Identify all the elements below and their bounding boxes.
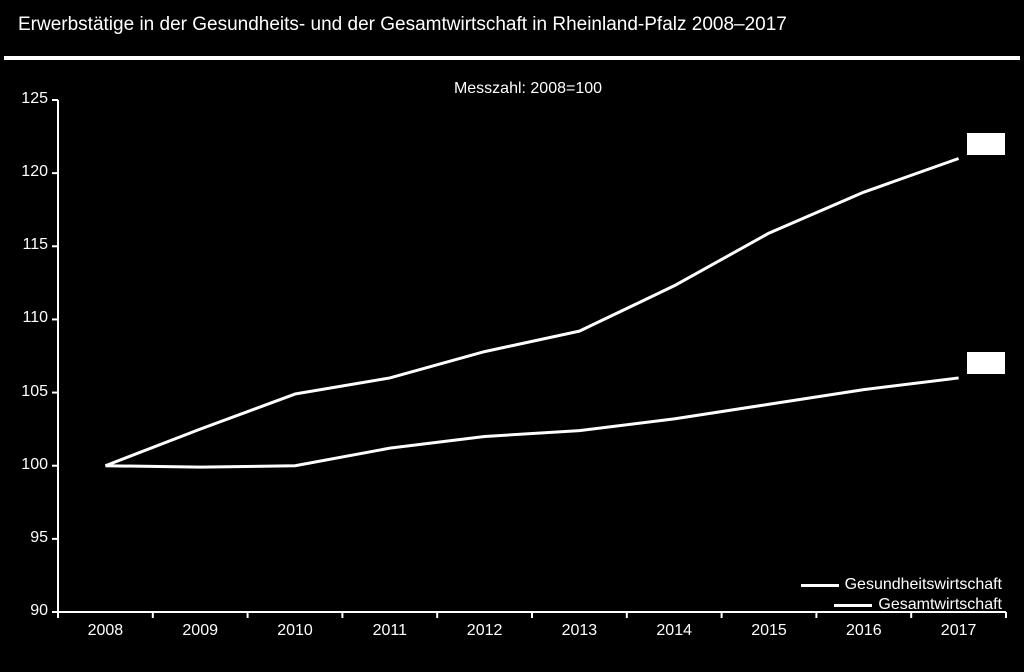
x-tick-label: 2009	[170, 622, 230, 640]
legend-line-icon	[801, 584, 839, 587]
x-tick-label: 2008	[75, 622, 135, 640]
chart-svg	[0, 0, 1024, 672]
legend-item-0: Gesundheitswirtschaft	[801, 576, 1002, 594]
x-tick-label: 2010	[265, 622, 325, 640]
legend-line-icon	[834, 604, 872, 607]
x-tick-label: 2017	[929, 622, 989, 640]
series-line	[105, 159, 958, 466]
y-tick-label: 115	[8, 236, 48, 254]
legend-label-1: Gesamtwirtschaft	[878, 596, 1002, 614]
x-tick-label: 2013	[549, 622, 609, 640]
x-tick-label: 2011	[360, 622, 420, 640]
x-tick-label: 2016	[834, 622, 894, 640]
series-line	[105, 378, 958, 467]
y-tick-label: 125	[8, 90, 48, 108]
legend-item-1: Gesamtwirtschaft	[801, 596, 1002, 614]
x-tick-label: 2015	[739, 622, 799, 640]
y-tick-label: 90	[8, 602, 48, 620]
y-tick-label: 105	[8, 383, 48, 401]
y-tick-label: 95	[8, 529, 48, 547]
legend-label-0: Gesundheitswirtschaft	[845, 576, 1002, 594]
legend: Gesundheitswirtschaft Gesamtwirtschaft	[801, 574, 1002, 614]
series-end-box	[967, 133, 1005, 155]
y-tick-label: 100	[8, 456, 48, 474]
x-tick-label: 2014	[644, 622, 704, 640]
series-end-box	[967, 352, 1005, 374]
y-tick-label: 120	[8, 163, 48, 181]
y-tick-label: 110	[8, 309, 48, 327]
x-tick-label: 2012	[455, 622, 515, 640]
